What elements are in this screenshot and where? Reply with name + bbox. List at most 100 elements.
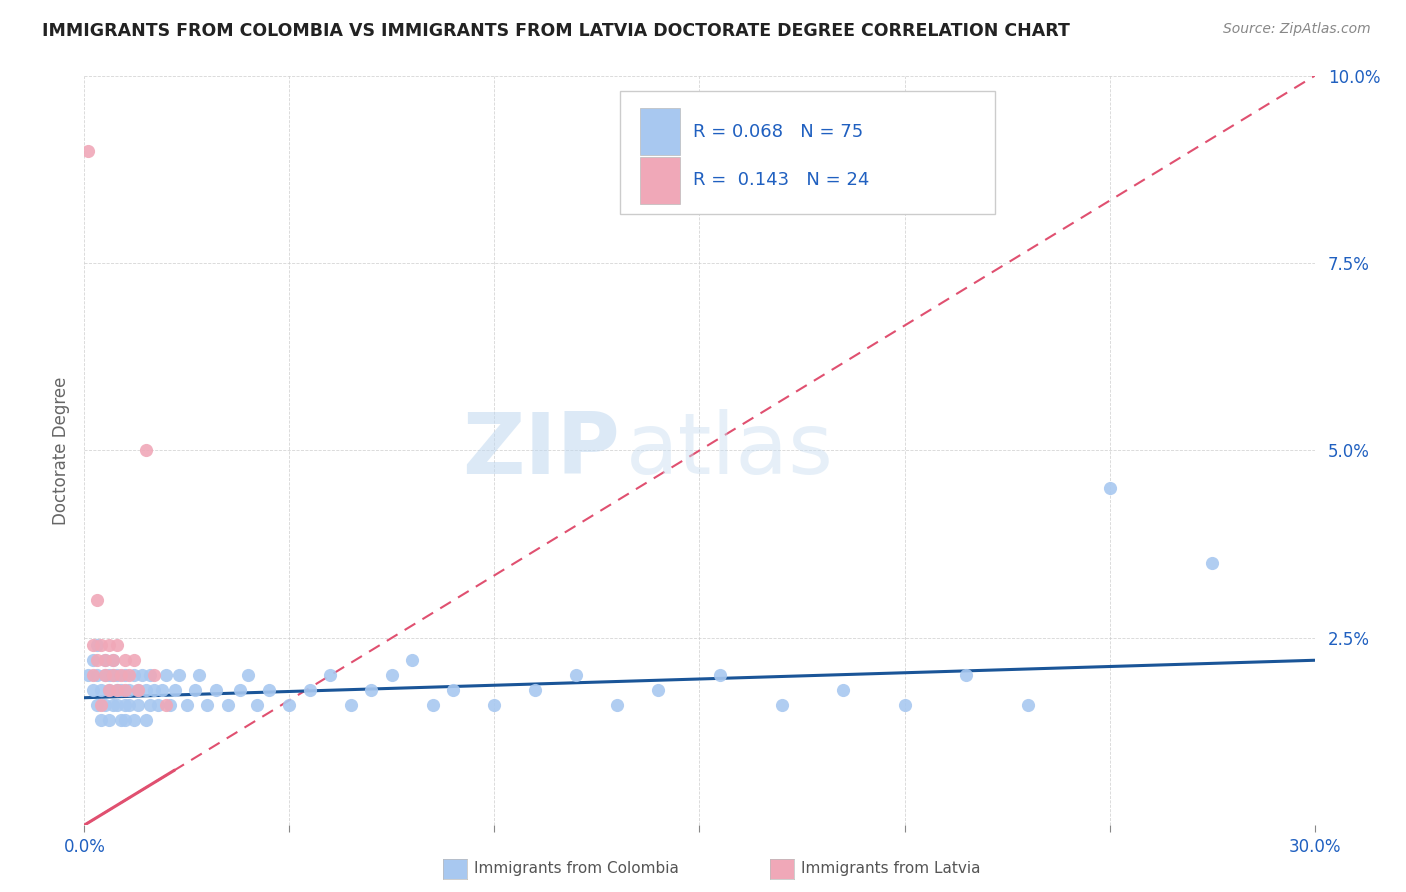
Point [401,653,423,667]
Point [82,683,104,698]
Point [159,698,181,713]
Point [114,668,136,682]
Point [86,653,108,667]
Text: Immigrants from Latvia: Immigrants from Latvia [801,862,981,876]
Point [98,713,120,727]
Point [770,698,793,713]
Point [90,638,112,652]
Point [893,698,915,713]
Point [105,683,128,698]
Point [118,668,141,682]
Point [155,668,177,682]
Point [139,698,162,713]
Point [143,668,166,682]
Point [98,683,120,698]
Point [246,698,269,713]
Point [118,698,141,713]
Point [955,668,977,682]
Point [94,698,117,713]
Point [131,668,153,682]
Text: ZIP: ZIP [461,409,620,492]
Point [565,668,588,682]
Point [110,668,132,682]
Point [1201,556,1223,570]
Point [86,698,108,713]
Point [94,668,117,682]
Point [86,668,108,682]
Point [163,683,186,698]
Point [98,668,120,682]
Point [139,668,162,682]
Point [98,638,120,652]
Point [606,698,628,713]
Point [319,668,342,682]
Point [105,668,128,682]
Point [101,668,124,682]
Text: Source: ZipAtlas.com: Source: ZipAtlas.com [1223,22,1371,37]
Point [77,668,100,682]
Point [188,668,211,682]
Point [90,713,112,727]
Point [82,653,104,667]
Point [176,698,198,713]
Point [90,683,112,698]
Point [257,683,280,698]
Point [150,683,173,698]
Point [94,668,117,682]
Text: Immigrants from Colombia: Immigrants from Colombia [474,862,679,876]
Point [360,683,382,698]
Point [238,668,260,682]
Point [82,668,104,682]
Point [82,638,104,652]
Point [94,653,117,667]
Point [127,698,149,713]
Point [155,698,177,713]
Point [709,668,731,682]
Point [135,683,157,698]
Point [127,683,149,698]
Point [98,683,120,698]
Point [101,668,124,682]
Point [148,698,170,713]
Point [77,144,100,158]
Point [143,683,166,698]
Point [422,698,444,713]
Point [298,683,321,698]
Point [94,653,117,667]
Point [1017,698,1039,713]
Point [101,653,124,667]
Point [524,683,547,698]
Point [114,713,136,727]
Point [167,668,190,682]
Point [122,668,145,682]
Point [229,683,252,698]
Point [86,593,108,607]
Text: IMMIGRANTS FROM COLOMBIA VS IMMIGRANTS FROM LATVIA DOCTORATE DEGREE CORRELATION : IMMIGRANTS FROM COLOMBIA VS IMMIGRANTS F… [42,22,1070,40]
Point [135,713,157,727]
Point [184,683,207,698]
Point [114,698,136,713]
FancyBboxPatch shape [641,157,681,203]
Point [118,683,141,698]
Point [197,698,219,713]
Text: atlas: atlas [626,409,834,492]
FancyBboxPatch shape [620,91,995,214]
Point [832,683,855,698]
Point [101,698,124,713]
Point [114,683,136,698]
Point [110,713,132,727]
Point [122,713,145,727]
Point [217,698,239,713]
Point [647,683,669,698]
Point [105,698,128,713]
Point [101,653,124,667]
Point [105,683,128,698]
Point [204,683,226,698]
Point [340,698,363,713]
Point [122,653,145,667]
Point [86,638,108,652]
Point [381,668,404,682]
Point [110,683,132,698]
Point [278,698,301,713]
Point [114,653,136,667]
